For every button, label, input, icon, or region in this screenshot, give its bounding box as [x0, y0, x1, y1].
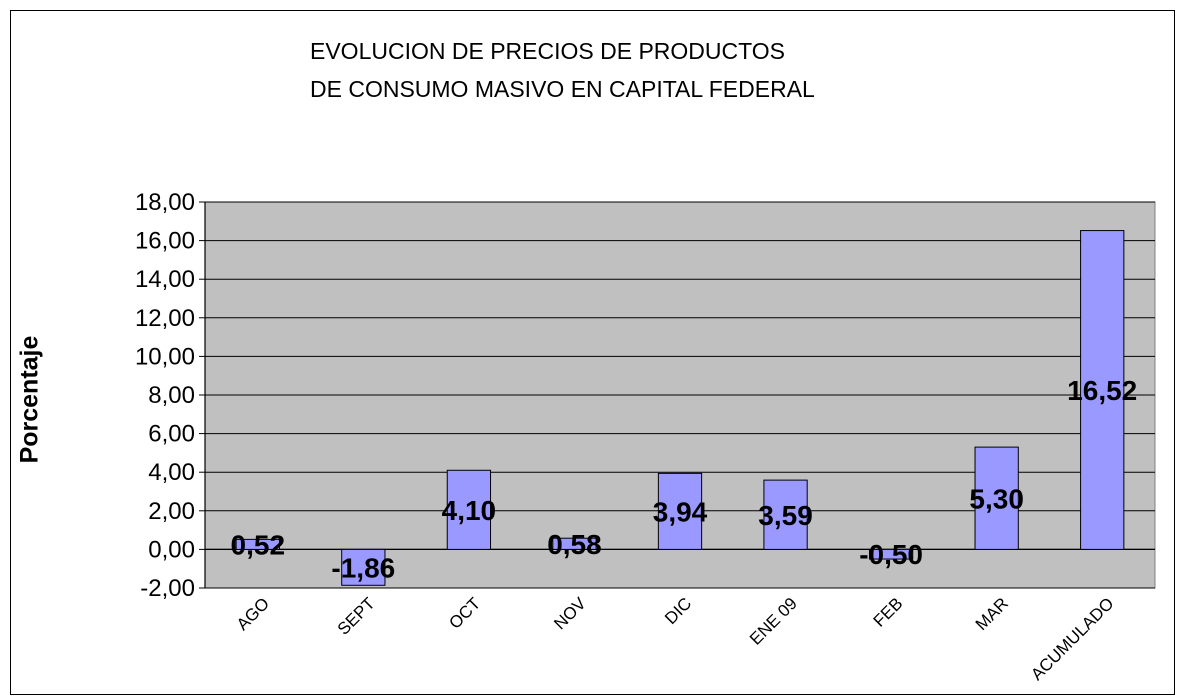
bar [446, 469, 492, 550]
x-tick-label: ENE 09 [746, 594, 801, 649]
y-tick-label: 4,00 [148, 459, 195, 486]
bar [235, 538, 280, 550]
data-label: 0,58 [547, 529, 602, 560]
bar [974, 446, 1019, 550]
bar [341, 548, 386, 586]
y-tick-label: 14,00 [135, 266, 195, 293]
x-tick-label: FEB [870, 594, 907, 631]
y-tick-label: -2,00 [140, 575, 195, 602]
bar [552, 537, 597, 550]
data-label: 3,94 [653, 496, 708, 527]
chart-title-line-2: DE CONSUMO MASIVO EN CAPITAL FEDERAL [310, 76, 815, 102]
x-tick-label: DIC [661, 594, 695, 628]
bar [1080, 230, 1125, 550]
chart-title-line-1: EVOLUCION DE PRECIOS DE PRODUCTOS [310, 38, 785, 64]
x-tick-label: ACUMULADO [1027, 594, 1117, 684]
data-label: -1,86 [331, 552, 395, 583]
y-tick-label: 16,00 [135, 228, 195, 255]
data-label: 3,59 [758, 500, 813, 531]
y-tick-label: 10,00 [135, 343, 195, 370]
bar [657, 472, 703, 550]
bar [763, 479, 808, 550]
x-tick-label: OCT [445, 594, 484, 633]
x-tick-label: MAR [972, 594, 1012, 634]
data-label: 4,10 [442, 495, 497, 526]
y-tick-label: 12,00 [135, 305, 195, 332]
data-label: -0,50 [859, 539, 923, 570]
data-label: 0,52 [231, 529, 286, 560]
x-tick-label: SEPT [334, 594, 379, 639]
y-tick-label: 8,00 [148, 382, 195, 409]
bar [868, 548, 914, 560]
x-tick-label: NOV [550, 593, 590, 633]
y-tick-label: 2,00 [148, 498, 195, 525]
data-label: 16,52 [1067, 375, 1137, 406]
y-tick-label: 18,00 [135, 189, 195, 216]
y-tick-label: 6,00 [148, 421, 195, 448]
x-tick-label: AGO [233, 594, 273, 634]
data-label: 5,30 [969, 483, 1024, 514]
y-tick-label: 0,00 [148, 536, 195, 563]
